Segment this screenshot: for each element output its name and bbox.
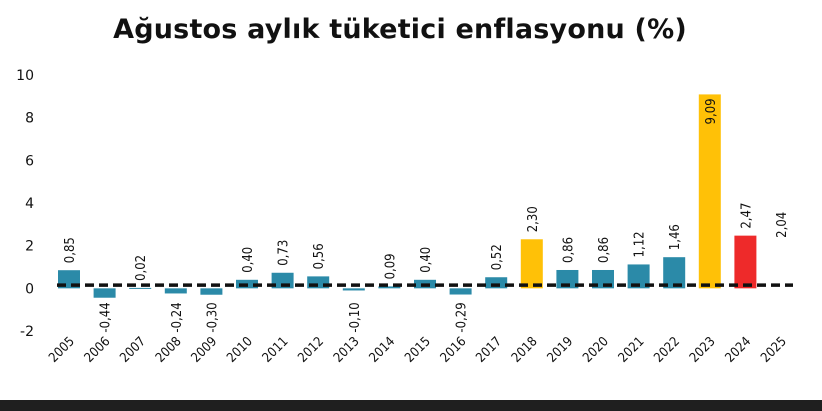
y-tick-label: 8 xyxy=(25,111,34,127)
bar xyxy=(449,288,472,295)
data-label: 2,47 xyxy=(739,203,754,229)
data-label: -0,29 xyxy=(455,302,470,332)
x-tick-label: 2013 xyxy=(331,334,363,366)
x-tick-label: 2020 xyxy=(580,334,612,366)
data-label: 1,12 xyxy=(633,231,648,257)
y-tick-label: 6 xyxy=(25,153,34,169)
data-label: 0,56 xyxy=(312,243,327,269)
data-label: -0,30 xyxy=(205,302,220,332)
data-label: 2,04 xyxy=(775,212,790,238)
y-tick-label: -2 xyxy=(20,324,34,340)
data-label: 0,02 xyxy=(134,255,149,281)
x-tick-label: 2016 xyxy=(438,334,470,366)
x-tick-label: 2010 xyxy=(224,334,256,366)
bar xyxy=(164,288,187,294)
bar xyxy=(520,239,543,289)
x-tick-label: 2014 xyxy=(367,334,399,366)
data-label: 0,52 xyxy=(490,244,505,270)
bar xyxy=(770,244,792,289)
data-label: 0,86 xyxy=(561,237,576,263)
x-tick-label: 2007 xyxy=(117,334,149,366)
data-label: 0,86 xyxy=(597,237,612,263)
bar xyxy=(200,288,223,295)
x-tick-label: 2015 xyxy=(402,334,434,366)
chart-title: Ağustos aylık tüketici enflasyonu (%) xyxy=(113,14,687,45)
bar xyxy=(342,288,365,291)
data-label: 1,46 xyxy=(668,224,683,250)
y-axis: -2 0 2 4 6 8 10 xyxy=(16,68,34,340)
x-tick-label: 2019 xyxy=(545,334,577,366)
x-tick-label: 2023 xyxy=(687,334,719,366)
bar xyxy=(627,264,650,289)
x-tick-label: 2017 xyxy=(473,334,505,366)
x-tick-label: 2006 xyxy=(82,334,114,366)
bar xyxy=(307,276,330,289)
x-tick-label: 2025 xyxy=(758,334,790,366)
data-label: 0,73 xyxy=(277,240,292,266)
data-label: 9,09 xyxy=(704,98,719,124)
y-tick-label: 2 xyxy=(25,239,34,255)
y-tick-label: 10 xyxy=(16,68,34,84)
bar xyxy=(129,287,152,289)
data-label: 0,85 xyxy=(63,237,78,263)
x-tick-label: 2022 xyxy=(651,334,683,366)
x-tick-label: 2005 xyxy=(46,334,78,366)
data-label: -0,24 xyxy=(170,302,185,332)
bottom-bar xyxy=(0,400,822,411)
bar-chart: -2 0 2 4 6 8 10 0,85 -0,44 0,02 -0,24 -0,30 0,40 0,7… xyxy=(16,68,793,366)
y-tick-label: 4 xyxy=(25,196,34,212)
x-tick-label: 2012 xyxy=(295,334,327,366)
bar xyxy=(485,277,508,289)
bars xyxy=(58,94,792,298)
x-tick-label: 2024 xyxy=(723,334,755,366)
y-tick-label: 0 xyxy=(25,281,34,297)
data-label: -0,44 xyxy=(99,302,114,332)
x-tick-label: 2021 xyxy=(616,334,648,366)
data-label: 0,40 xyxy=(419,247,434,273)
x-tick-label: 2011 xyxy=(260,334,292,366)
bar xyxy=(698,94,721,289)
x-axis: 2005 2006 2007 2008 2009 2010 2011 2012 2013 2014… xyxy=(46,334,790,366)
x-tick-label: 2009 xyxy=(189,334,221,366)
data-label: -0,10 xyxy=(348,302,363,332)
bar xyxy=(663,257,686,289)
data-label: 2,30 xyxy=(526,206,541,232)
data-label: 0,09 xyxy=(383,253,398,279)
bar xyxy=(378,286,401,289)
x-tick-label: 2018 xyxy=(509,334,541,366)
bar xyxy=(734,235,757,289)
data-label: 0,40 xyxy=(241,247,256,273)
x-tick-label: 2008 xyxy=(153,334,185,366)
bar xyxy=(93,288,116,298)
data-labels: 0,85 -0,44 0,02 -0,24 -0,30 0,40 0,73 0,56 -0,10… xyxy=(63,98,790,332)
